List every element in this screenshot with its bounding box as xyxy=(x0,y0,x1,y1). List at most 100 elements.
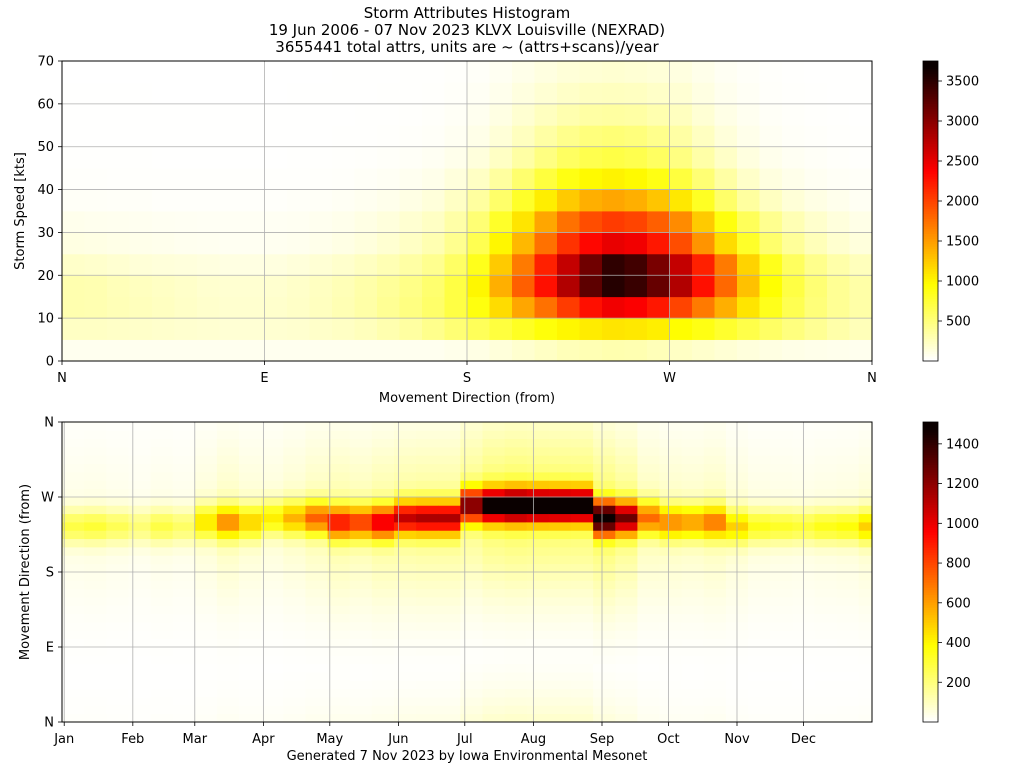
heatmap-cell xyxy=(637,655,660,665)
heatmap-cell xyxy=(659,613,683,623)
heatmap-cell xyxy=(305,438,328,448)
heatmap-cell xyxy=(827,82,850,105)
heatmap-cell xyxy=(349,655,373,665)
heatmap-cell xyxy=(460,638,483,648)
heatmap-cell xyxy=(647,253,670,276)
heatmap-cell xyxy=(659,630,683,640)
heatmap-cell xyxy=(264,61,288,83)
heatmap-cell xyxy=(858,555,873,565)
heatmap-cell xyxy=(332,211,355,233)
heatmap-cell xyxy=(489,211,513,233)
heatmap-cell xyxy=(548,447,572,456)
colorbar-top-segment xyxy=(923,66,938,70)
heatmap-cell xyxy=(309,103,333,126)
heatmap-cell xyxy=(309,82,333,105)
colorbar-bottom-segment xyxy=(923,602,938,606)
heatmap-cell xyxy=(681,530,705,540)
heatmap-cell xyxy=(659,538,683,548)
heatmap-cell xyxy=(172,530,196,540)
heatmap-cell xyxy=(467,61,490,83)
heatmap-cell xyxy=(438,630,461,640)
colorbar-bottom-segment xyxy=(923,629,938,633)
heatmap-cell xyxy=(264,82,288,105)
heatmap-cell xyxy=(526,705,550,715)
heatmap-cell xyxy=(827,275,850,298)
heatmap-cell xyxy=(804,125,828,148)
colorbar-top-tick-label: 500 xyxy=(946,315,971,330)
heatmap-cell xyxy=(759,296,783,319)
heatmap-cell xyxy=(283,572,306,581)
heatmap-cell xyxy=(194,605,218,615)
colorbar-top-tick-label: 3500 xyxy=(946,75,979,90)
heatmap-cell xyxy=(659,647,683,656)
heatmap-cell xyxy=(84,296,108,319)
colorbar-bottom-segment xyxy=(923,477,938,481)
heatmap-cell xyxy=(172,688,196,698)
heatmap-cell xyxy=(349,455,373,465)
heatmap-cell xyxy=(129,232,153,255)
heatmap-cell xyxy=(416,555,439,565)
heatmap-cell xyxy=(197,82,220,105)
heatmap-cell xyxy=(548,438,572,448)
heatmap-cell xyxy=(548,455,572,465)
heatmap-cell xyxy=(129,318,153,340)
heatmap-cell xyxy=(681,422,705,431)
heatmap-cell xyxy=(416,630,439,640)
heatmap-cell xyxy=(615,488,638,498)
heatmap-cell xyxy=(305,522,328,531)
heatmap-cell xyxy=(637,497,660,506)
heatmap-cell xyxy=(438,580,461,590)
heatmap-cell xyxy=(261,530,284,540)
heatmap-cell xyxy=(615,622,638,631)
heatmap-cell xyxy=(482,547,506,556)
colorbar-top-segment xyxy=(923,348,938,352)
heatmap-cell xyxy=(62,713,85,723)
heatmap-cell xyxy=(659,480,683,490)
heatmap-cell xyxy=(512,125,535,148)
heatmap-cell xyxy=(128,622,151,631)
heatmap-cell xyxy=(393,630,417,640)
heatmap-cell xyxy=(239,688,262,698)
heatmap-cell xyxy=(659,438,683,448)
colorbar-bottom-segment xyxy=(923,609,938,613)
heatmap-cell xyxy=(84,275,108,298)
heatmap-cell xyxy=(637,522,660,531)
heatmap-cell xyxy=(703,480,727,490)
heatmap-cell xyxy=(371,680,395,690)
colorbar-top-segment xyxy=(923,236,938,240)
heatmap-cell xyxy=(593,588,616,598)
colorbar-bottom-segment xyxy=(923,459,938,463)
heatmap-cell xyxy=(438,430,461,440)
heatmap-cell xyxy=(194,663,218,673)
heatmap-cell xyxy=(416,547,439,556)
heatmap-cell xyxy=(444,253,468,276)
heatmap-cell xyxy=(327,422,351,431)
colorbar-bottom-segment xyxy=(923,464,938,468)
heatmap-cell xyxy=(62,146,85,169)
heatmap-cell xyxy=(557,232,580,255)
heatmap-cell xyxy=(438,480,461,490)
heatmap-cell xyxy=(216,713,240,723)
heatmap-cell xyxy=(327,555,351,565)
heatmap-cell xyxy=(836,472,860,481)
heatmap-cell xyxy=(84,168,108,190)
heatmap-cell xyxy=(349,547,373,556)
heatmap-cell xyxy=(283,705,306,715)
colorbar-top-segment xyxy=(923,313,938,317)
heatmap-cell xyxy=(107,296,130,319)
heatmap-cell xyxy=(106,597,129,606)
heatmap-cell xyxy=(172,580,196,590)
heatmap-cell xyxy=(128,480,151,490)
heatmap-cell xyxy=(84,447,107,456)
heatmap-cell xyxy=(460,597,483,606)
heatmap-cell xyxy=(106,705,129,715)
heatmap-cell xyxy=(172,538,196,548)
heatmap-cell xyxy=(371,563,395,573)
heatmap-cell xyxy=(836,605,860,615)
heatmap-cell xyxy=(393,588,417,598)
heatmap-cell xyxy=(571,572,594,581)
heatmap-cell xyxy=(504,447,528,456)
colorbar-bottom-segment xyxy=(923,514,938,518)
x-tick-label: Apr xyxy=(252,732,275,747)
colorbar-top-frame xyxy=(922,60,939,362)
